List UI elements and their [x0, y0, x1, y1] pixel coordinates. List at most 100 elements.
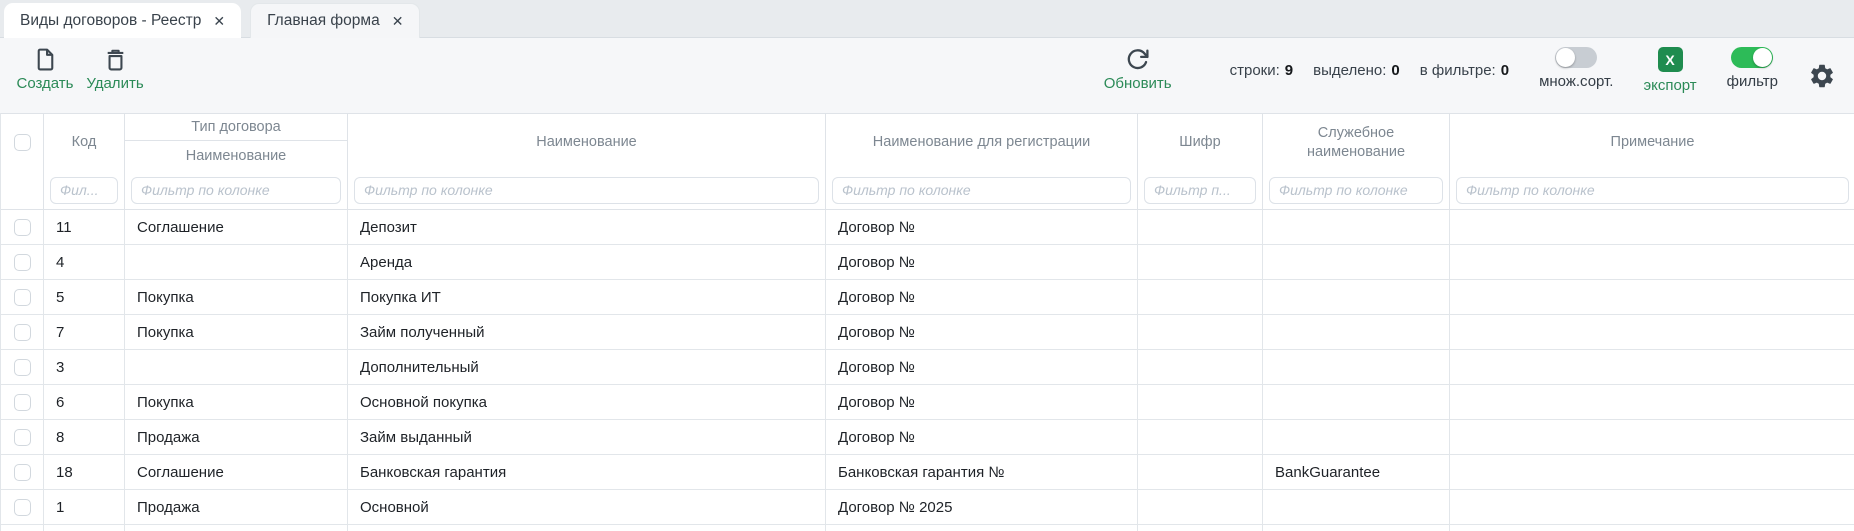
cell-cipher[interactable]: [1138, 315, 1263, 350]
column-group-header-contract-type[interactable]: Тип договора: [125, 114, 347, 141]
export-button[interactable]: X экспорт: [1643, 47, 1697, 94]
filter-input-reg-name[interactable]: [832, 176, 1131, 204]
cell-reg-name[interactable]: Договор №: [826, 280, 1138, 315]
table-row[interactable]: 8 Продажа Займ выданный Договор №: [1, 420, 1854, 455]
tab-vidy-dogovorov[interactable]: Виды договоров - Реестр ✕: [4, 3, 242, 38]
cell-code[interactable]: 18: [44, 455, 125, 490]
cell-reg-name[interactable]: Договор №: [826, 245, 1138, 280]
cell-cipher[interactable]: [1138, 350, 1263, 385]
cell-type-name[interactable]: Соглашение: [125, 455, 348, 490]
cell-service-name[interactable]: [1263, 350, 1450, 385]
cell-code[interactable]: 7: [44, 315, 125, 350]
cell-service-name[interactable]: [1263, 315, 1450, 350]
settings-button[interactable]: [1808, 62, 1836, 95]
cell-code[interactable]: 5: [44, 280, 125, 315]
refresh-button[interactable]: Обновить: [1104, 47, 1172, 92]
cell-cipher[interactable]: [1138, 385, 1263, 420]
table-row[interactable]: 4 Аренда Договор №: [1, 245, 1854, 280]
tab-close-icon[interactable]: ✕: [391, 13, 404, 29]
column-header-code[interactable]: Код: [71, 134, 97, 151]
cell-reg-name[interactable]: Договор №: [826, 350, 1138, 385]
table-row[interactable]: 3 Дополнительный Договор №: [1, 350, 1854, 385]
cell-name[interactable]: Банковская гарантия: [348, 455, 826, 490]
filter-toggle[interactable]: фильтр: [1727, 47, 1778, 90]
cell-code[interactable]: 1: [44, 490, 125, 525]
cell-cipher[interactable]: [1138, 455, 1263, 490]
tab-glavnaya-forma[interactable]: Главная форма ✕: [250, 3, 421, 38]
table-row[interactable]: 1 Продажа Основной Договор № 2025: [1, 490, 1854, 525]
select-all-checkbox[interactable]: [13, 134, 31, 151]
cell-type-name[interactable]: Покупка: [125, 385, 348, 420]
cell-type-name[interactable]: Покупка: [125, 315, 348, 350]
table-row[interactable]: 5 Покупка Покупка ИТ Договор №: [1, 280, 1854, 315]
cell-note[interactable]: [1450, 385, 1854, 420]
cell-cipher[interactable]: [1138, 420, 1263, 455]
table-row[interactable]: 7 Покупка Займ полученный Договор №: [1, 315, 1854, 350]
cell-service-name[interactable]: [1263, 210, 1450, 245]
cell-note[interactable]: [1450, 210, 1854, 245]
cell-type-name[interactable]: [125, 350, 348, 385]
cell-reg-name[interactable]: Договор №: [826, 385, 1138, 420]
cell-note[interactable]: [1450, 280, 1854, 315]
cell-cipher[interactable]: [1138, 245, 1263, 280]
cell-type-name[interactable]: Продажа: [125, 420, 348, 455]
row-checkbox[interactable]: [13, 498, 31, 516]
cell-type-name[interactable]: Продажа: [125, 490, 348, 525]
column-header-cipher[interactable]: Шифр: [1179, 134, 1221, 151]
column-header-type-name[interactable]: Наименование: [185, 148, 287, 164]
toggle-on-icon[interactable]: [1731, 47, 1774, 68]
cell-reg-name[interactable]: Договор №: [826, 420, 1138, 455]
table-row[interactable]: 6 Покупка Основной покупка Договор №: [1, 385, 1854, 420]
column-header-name[interactable]: Наименование: [536, 134, 637, 151]
row-checkbox[interactable]: [13, 323, 31, 341]
cell-name[interactable]: Дополнительный: [348, 350, 826, 385]
row-checkbox[interactable]: [13, 218, 31, 236]
cell-note[interactable]: [1450, 350, 1854, 385]
cell-name[interactable]: Займ полученный: [348, 315, 826, 350]
row-checkbox[interactable]: [13, 393, 31, 411]
row-checkbox[interactable]: [13, 288, 31, 306]
cell-name[interactable]: Аренда: [348, 245, 826, 280]
delete-button[interactable]: Удалить: [86, 47, 144, 92]
cell-code[interactable]: 11: [44, 210, 125, 245]
cell-reg-name[interactable]: Договор № 2025: [826, 490, 1138, 525]
excel-icon[interactable]: X: [1657, 47, 1683, 72]
cell-name[interactable]: Покупка ИТ: [348, 280, 826, 315]
cell-cipher[interactable]: [1138, 280, 1263, 315]
cell-cipher[interactable]: [1138, 490, 1263, 525]
filter-input-cipher[interactable]: [1144, 176, 1256, 204]
cell-service-name[interactable]: BankGuarantee: [1263, 455, 1450, 490]
filter-input-code[interactable]: [50, 176, 118, 204]
row-checkbox[interactable]: [13, 253, 31, 271]
cell-code[interactable]: 4: [44, 245, 125, 280]
cell-note[interactable]: [1450, 420, 1854, 455]
cell-service-name[interactable]: [1263, 385, 1450, 420]
cell-note[interactable]: [1450, 315, 1854, 350]
cell-cipher[interactable]: [1138, 210, 1263, 245]
column-header-reg-name[interactable]: Наименование для регистрации: [872, 134, 1091, 151]
table-row[interactable]: 18 Соглашение Банковская гарантия Банков…: [1, 455, 1854, 490]
create-button[interactable]: Создать: [16, 47, 74, 92]
cell-type-name[interactable]: [125, 245, 348, 280]
cell-code[interactable]: 3: [44, 350, 125, 385]
toggle-off-icon[interactable]: [1555, 47, 1598, 68]
cell-name[interactable]: Займ выданный: [348, 420, 826, 455]
filter-input-type-name[interactable]: [131, 176, 341, 204]
cell-service-name[interactable]: [1263, 490, 1450, 525]
cell-note[interactable]: [1450, 490, 1854, 525]
cell-reg-name[interactable]: Банковская гарантия №: [826, 455, 1138, 490]
cell-name[interactable]: Основной покупка: [348, 385, 826, 420]
cell-name[interactable]: Депозит: [348, 210, 826, 245]
cell-type-name[interactable]: Соглашение: [125, 210, 348, 245]
filter-input-name[interactable]: [354, 176, 819, 204]
cell-reg-name[interactable]: Договор №: [826, 210, 1138, 245]
multisort-toggle[interactable]: множ.сорт.: [1539, 47, 1613, 90]
cell-reg-name[interactable]: Договор №: [826, 315, 1138, 350]
row-checkbox[interactable]: [13, 428, 31, 446]
cell-name[interactable]: Основной: [348, 490, 826, 525]
cell-note[interactable]: [1450, 455, 1854, 490]
filter-input-note[interactable]: [1456, 176, 1849, 204]
cell-code[interactable]: 8: [44, 420, 125, 455]
filter-input-service-name[interactable]: [1269, 176, 1443, 204]
cell-service-name[interactable]: [1263, 420, 1450, 455]
